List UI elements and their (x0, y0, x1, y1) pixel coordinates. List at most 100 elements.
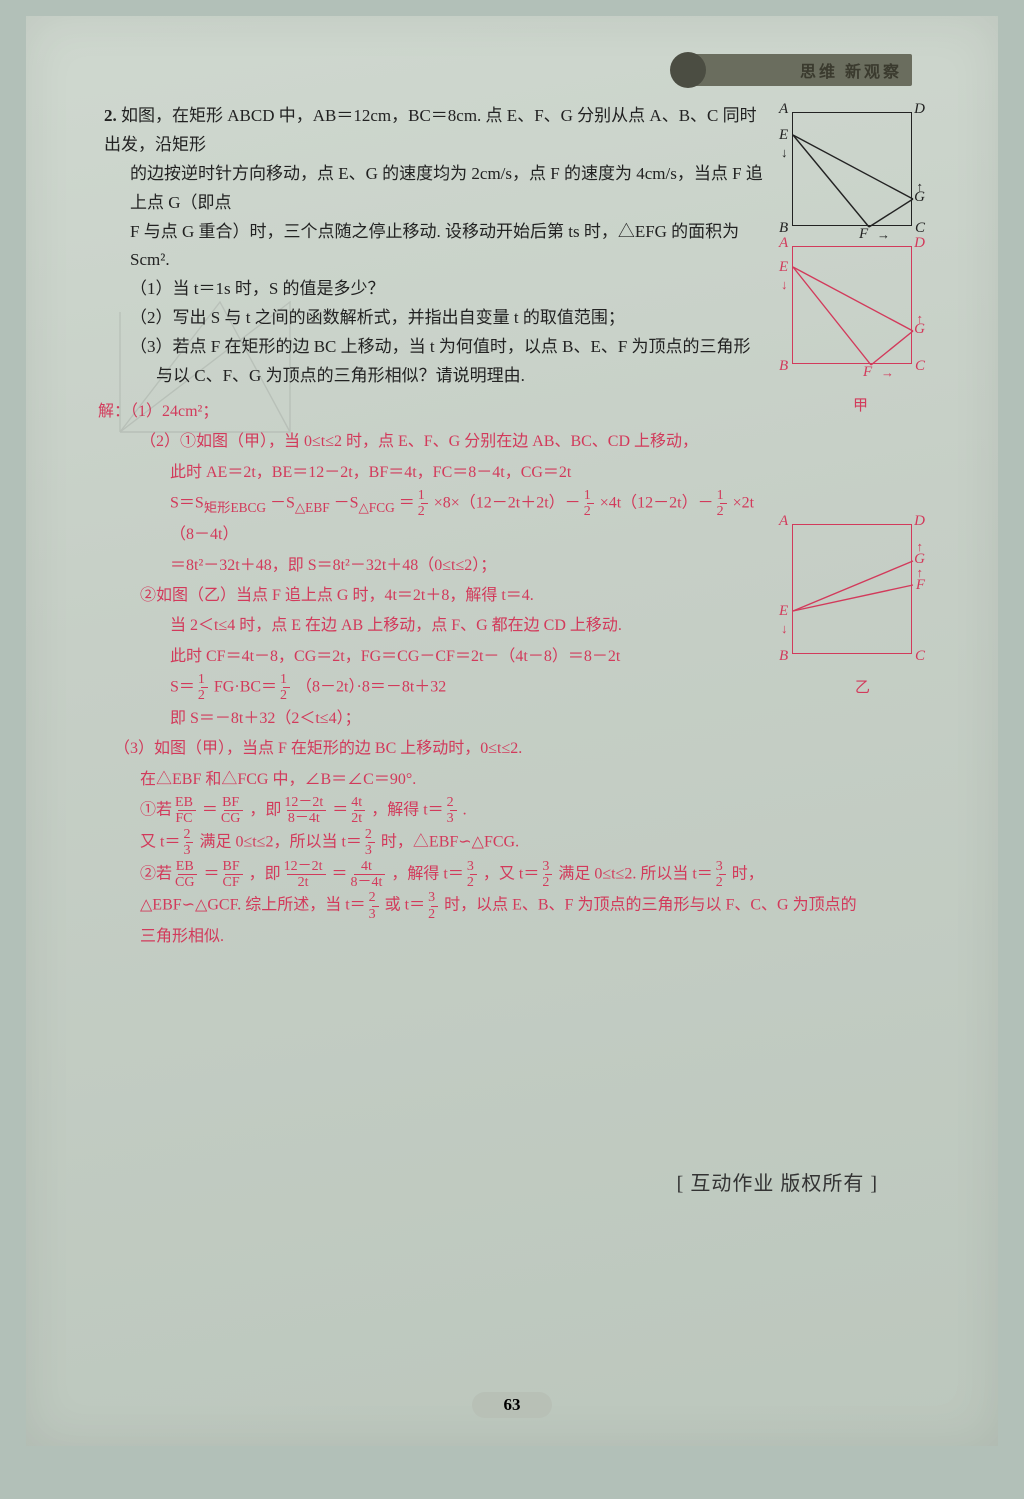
sol-text: ，即 (249, 802, 281, 819)
sol-line: ②若 EBCG ＝ BFCF ，即 12－2t2t ＝ 4t8－4t ，解得 t… (146, 859, 920, 891)
sol-text: 又 t＝ (140, 833, 180, 850)
sol-text: S＝ (170, 679, 195, 696)
sol-text: FG·BC＝ (214, 679, 277, 696)
fraction: 23 (186, 827, 193, 859)
frac-den: 3 (368, 843, 375, 858)
solution-block: 解：（1）24cm²； （2）①如图（甲），当 0≤t≤2 时，点 E、F、G … (104, 397, 920, 953)
sol-text: S＝S (170, 495, 204, 512)
sol-text: ＝ (203, 865, 219, 882)
sol-line: 三角形相似. (146, 922, 920, 952)
fraction: 32 (719, 859, 726, 891)
header-badge: 思维 新观察 (692, 54, 912, 86)
sol-text: ，解得 t＝ (371, 802, 443, 819)
badge-circle-icon (670, 52, 706, 88)
sol-text: 时，△EBF∽△FCG. (381, 833, 519, 850)
page: 思维 新观察 2. 如图，在矩形 ABCD 中，AB＝12cm，BC＝8cm. … (26, 16, 998, 1446)
label-D: D (914, 513, 925, 530)
frac-num: 3 (470, 859, 477, 875)
fraction: 12 (720, 488, 727, 520)
fraction: 23 (450, 795, 457, 827)
fraction: 12－2t2t (287, 859, 326, 891)
sol-text: . (463, 802, 467, 819)
label-A: A (779, 101, 788, 118)
arrow-icon: ↓ (781, 621, 788, 637)
frac-num: EB (178, 795, 196, 811)
frac-den: 2t (354, 811, 365, 826)
sol-text: －S (270, 495, 295, 512)
frac-num: 1 (283, 672, 290, 688)
sol-text: ，即 (249, 865, 281, 882)
arrow-icon: ↓ (781, 277, 788, 293)
frac-den: 2 (283, 688, 290, 703)
frac-den: 2 (587, 504, 594, 519)
frac-num: 3 (431, 890, 438, 906)
sol-line: 在△EBF 和△FCG 中，∠B＝∠C＝90°. (146, 765, 920, 795)
frac-num: 2 (368, 827, 375, 843)
frac-num: 3 (719, 859, 726, 875)
frac-den: 2 (720, 504, 727, 519)
fraction: 12－2t8－4t (287, 795, 326, 827)
fraction: 23 (368, 827, 375, 859)
sol-text: ＝ (332, 865, 348, 882)
stem-line: F 与点 G 重合）时，三个点随之停止移动. 设移动开始后第 ts 时，△EFG… (130, 218, 764, 276)
sol-text: ①若 (140, 802, 172, 819)
sol-text: 或 t＝ (385, 897, 425, 914)
sol-line: ①若 EBFC ＝ BFCG ，即 12－2t8－4t ＝ 4t2t ，解得 t… (146, 795, 920, 827)
frac-den: 2 (201, 688, 208, 703)
diagram-2-caption: 甲 (853, 394, 868, 415)
fraction: 12 (283, 672, 290, 704)
frac-num: 12－2t (287, 795, 326, 811)
stem-line: 的边按逆时针方向移动，点 E、G 的速度均为 2cm/s，点 F 的速度为 4c… (130, 160, 764, 218)
sol-text: ＝ (399, 495, 415, 512)
diagram-3: A D B C E F G ↓ ↑ ↑ (792, 524, 912, 654)
frac-num: 1 (201, 672, 208, 688)
sol-text: ，解得 t＝ (391, 865, 463, 882)
label-D: D (914, 101, 925, 118)
fraction: EBFC (178, 795, 196, 827)
label-B: B (779, 358, 788, 375)
sol-text: （8－2t）·8＝－8t＋32 (296, 679, 446, 696)
arrow-icon: ↑ (917, 539, 924, 555)
frac-den: 2 (719, 875, 726, 890)
frac-den: 3 (450, 811, 457, 826)
sol-text: ×8×（12－2t＋2t）－ (434, 495, 581, 512)
sol-text: ×2t (733, 495, 754, 512)
fraction: BFCG (224, 795, 243, 827)
fraction: 32 (545, 859, 552, 891)
fraction: 4t2t (354, 795, 365, 827)
frac-den: 2 (545, 875, 552, 890)
header-title: 思维 新观察 (800, 58, 902, 82)
frac-num: BF (225, 859, 242, 875)
frac-num: 4t (354, 859, 386, 875)
sol-line: S＝S矩形EBCG －S△EBF －S△FCG ＝ 12 ×8×（12－2t＋2… (176, 488, 920, 520)
label-E: E (779, 127, 788, 144)
fraction: BFCF (225, 859, 242, 891)
frac-num: 2 (186, 827, 193, 843)
fraction: 32 (470, 859, 477, 891)
label-E: E (779, 259, 788, 276)
label-A: A (779, 513, 788, 530)
fraction: 12 (587, 488, 594, 520)
sol-text: 满足 0≤t≤2，所以当 t＝ (199, 833, 361, 850)
diagram-1: A D B C E F G ↓ → ↑ (792, 112, 912, 226)
sol-line: S＝ 12 FG·BC＝ 12 （8－2t）·8＝－8t＋32 (176, 672, 920, 704)
fraction: EBCG (178, 859, 197, 891)
label-B: B (779, 648, 788, 665)
fraction: 4t8－4t (354, 859, 386, 891)
fraction: 32 (431, 890, 438, 922)
frac-den: 2 (421, 504, 428, 519)
page-number: 63 (484, 1392, 540, 1418)
frac-den: 2 (470, 875, 477, 890)
sol-sub: 矩形EBCG (204, 500, 266, 515)
frac-den: CG (178, 875, 197, 890)
frac-num: BF (224, 795, 243, 811)
label-F: F (863, 364, 872, 381)
sol-text: 满足 0≤t≤2. 所以当 t＝ (558, 865, 712, 882)
frac-num: 1 (587, 488, 594, 504)
sol-text: △EBF∽△GCF. 综上所述，当 t＝ (140, 897, 366, 914)
frac-num: EB (178, 859, 197, 875)
label-E: E (779, 603, 788, 620)
arrow-icon: ↓ (781, 145, 788, 161)
stem-line: 如图，在矩形 ABCD 中，AB＝12cm，BC＝8cm. 点 E、F、G 分别… (104, 106, 757, 154)
fraction: 12 (421, 488, 428, 520)
